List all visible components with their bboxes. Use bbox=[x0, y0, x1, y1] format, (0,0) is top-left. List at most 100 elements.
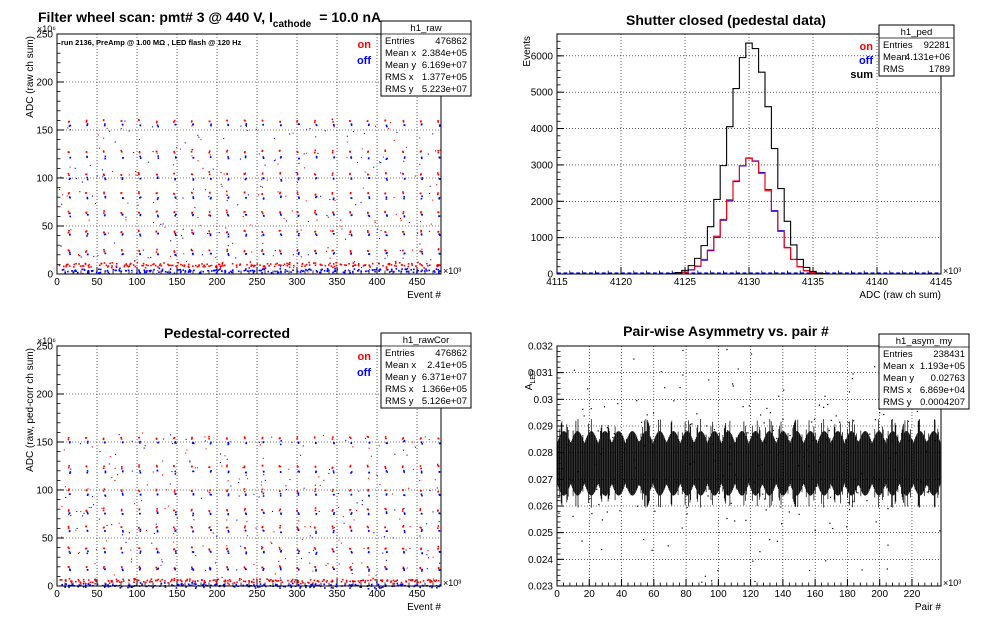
data-point bbox=[309, 535, 311, 537]
data-point bbox=[69, 569, 71, 572]
data-point bbox=[134, 260, 136, 262]
data-point bbox=[138, 464, 140, 466]
data-point bbox=[437, 567, 440, 570]
data-point bbox=[390, 270, 393, 272]
data-point bbox=[262, 265, 265, 268]
data-point bbox=[406, 454, 408, 456]
data-point bbox=[175, 265, 177, 268]
data-point bbox=[117, 474, 119, 476]
data-point bbox=[403, 513, 406, 515]
data-point bbox=[368, 584, 371, 587]
data-point bbox=[61, 203, 63, 205]
data-point bbox=[357, 262, 360, 265]
data-point bbox=[170, 264, 172, 267]
y-tick-label: 0.032 bbox=[528, 342, 553, 353]
data-point bbox=[395, 268, 398, 270]
data-point bbox=[88, 263, 91, 266]
data-point bbox=[331, 510, 334, 512]
data-point bbox=[380, 229, 382, 232]
data-point bbox=[192, 178, 195, 180]
data-point bbox=[253, 584, 255, 586]
data-point bbox=[436, 487, 438, 489]
data-point bbox=[276, 580, 278, 582]
data-point bbox=[266, 179, 268, 181]
data-point bbox=[278, 565, 281, 567]
data-point bbox=[385, 267, 388, 270]
data-point bbox=[209, 156, 212, 158]
data-point bbox=[329, 230, 332, 232]
data-point bbox=[686, 513, 688, 515]
data-point bbox=[591, 512, 593, 515]
data-point bbox=[368, 570, 370, 572]
stats-key: RMS bbox=[883, 64, 904, 75]
data-point bbox=[130, 586, 133, 589]
data-point bbox=[83, 580, 85, 583]
data-point bbox=[150, 256, 152, 259]
series-sum bbox=[668, 42, 830, 275]
data-point bbox=[297, 471, 299, 473]
data-point bbox=[69, 251, 71, 254]
data-point bbox=[323, 434, 325, 437]
data-point bbox=[145, 264, 148, 266]
data-point bbox=[436, 264, 438, 267]
data-point bbox=[191, 526, 193, 529]
data-point bbox=[142, 249, 144, 251]
data-point bbox=[388, 262, 391, 265]
data-point bbox=[288, 261, 291, 264]
data-point bbox=[367, 488, 369, 491]
data-point bbox=[384, 192, 387, 195]
data-point bbox=[350, 197, 353, 199]
data-point bbox=[156, 120, 158, 123]
data-point bbox=[432, 578, 434, 580]
data-point bbox=[94, 580, 97, 582]
data-point bbox=[331, 150, 334, 152]
data-point bbox=[248, 267, 251, 269]
data-point bbox=[401, 268, 403, 270]
data-point bbox=[75, 177, 77, 180]
stats-value: 2.41e+05 bbox=[427, 360, 467, 371]
data-point bbox=[179, 271, 182, 274]
x-tick-label: 200 bbox=[209, 277, 226, 288]
data-point bbox=[335, 585, 338, 588]
data-point bbox=[411, 579, 414, 582]
data-point bbox=[175, 511, 177, 514]
data-point bbox=[427, 557, 430, 559]
data-point bbox=[333, 568, 335, 570]
data-point bbox=[350, 472, 352, 474]
run-annotation: run 2136, PreAmp @ 1.00 MΩ , LED flash @… bbox=[61, 38, 242, 47]
data-point bbox=[262, 441, 265, 444]
data-point bbox=[367, 465, 369, 468]
legend-on: on bbox=[358, 351, 372, 363]
data-point bbox=[236, 569, 238, 571]
data-point bbox=[351, 572, 353, 574]
data-point bbox=[262, 268, 264, 271]
data-point bbox=[308, 582, 310, 584]
data-point bbox=[114, 467, 116, 469]
data-point bbox=[278, 264, 280, 266]
data-point bbox=[143, 447, 145, 449]
data-point bbox=[405, 146, 407, 148]
data-point bbox=[139, 512, 141, 515]
data-point bbox=[200, 138, 202, 141]
data-point bbox=[223, 264, 226, 267]
data-point bbox=[279, 577, 281, 579]
data-point bbox=[125, 216, 127, 218]
data-point bbox=[219, 461, 221, 463]
data-point bbox=[827, 403, 829, 406]
data-point bbox=[421, 568, 423, 571]
data-point bbox=[321, 268, 323, 271]
data-point bbox=[438, 196, 441, 199]
data-point bbox=[403, 449, 405, 451]
data-point bbox=[279, 437, 281, 439]
data-point bbox=[887, 544, 889, 546]
data-point bbox=[261, 546, 264, 549]
plot-frame bbox=[556, 345, 942, 587]
data-point bbox=[194, 587, 197, 590]
data-point bbox=[188, 263, 190, 266]
data-point bbox=[432, 556, 434, 558]
data-point bbox=[91, 269, 94, 272]
data-point bbox=[68, 584, 70, 587]
x-tick-label: 20 bbox=[584, 589, 596, 600]
data-point bbox=[156, 508, 158, 510]
data-point bbox=[220, 267, 222, 269]
